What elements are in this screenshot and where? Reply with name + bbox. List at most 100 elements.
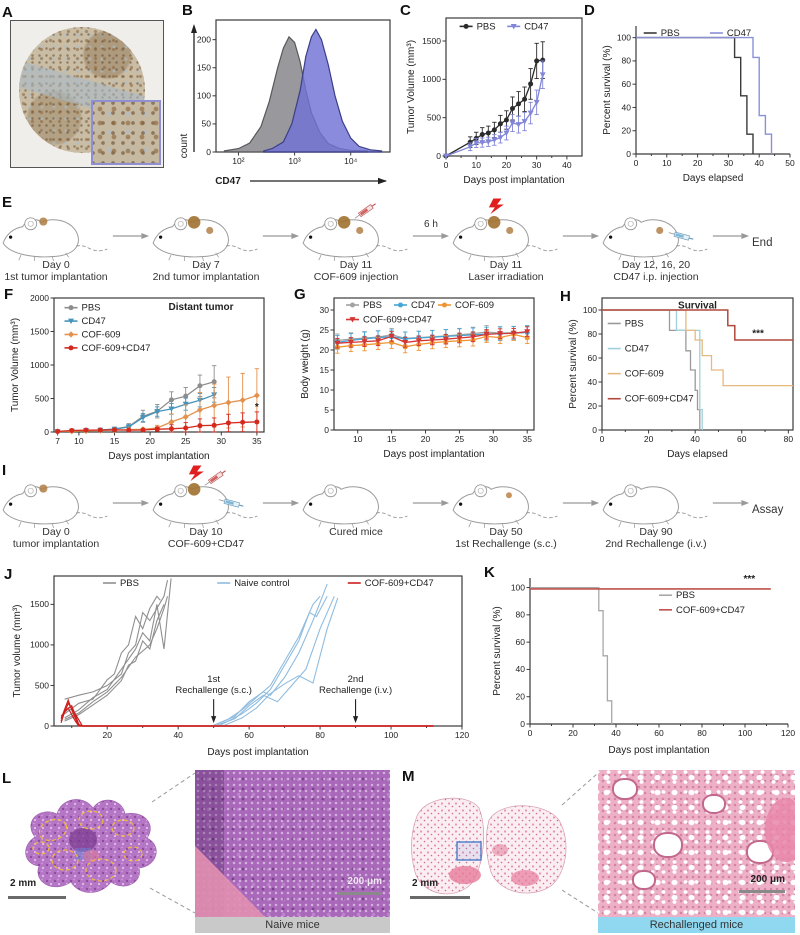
svg-text:Tumor Volume (mm³): Tumor Volume (mm³) xyxy=(406,40,417,134)
svg-text:40: 40 xyxy=(754,158,764,168)
timeline-stage: Day 10 COF-609+CD47 xyxy=(150,464,262,550)
naive-mice-caption: Naive mice xyxy=(195,917,390,933)
svg-text:PBS: PBS xyxy=(661,28,680,39)
mouse-icon xyxy=(302,203,408,261)
airway xyxy=(702,794,726,814)
svg-text:120: 120 xyxy=(455,730,469,740)
stage-desc: COF-609+CD47 xyxy=(167,538,245,550)
svg-text:25: 25 xyxy=(320,325,330,335)
chart-svg-F: 7 10 15 20 25 30 35 0 500 1000 1500 2000 Days post i… xyxy=(10,293,265,462)
svg-text:0: 0 xyxy=(592,425,597,435)
mouse-icon xyxy=(152,215,258,261)
timeline-stage: Day 50 1st Rechallenge (s.c.) xyxy=(450,464,562,550)
panel-label-l: L xyxy=(2,770,12,787)
svg-text:Survival: Survival xyxy=(678,301,717,312)
svg-text:100: 100 xyxy=(511,582,525,592)
tumor xyxy=(39,217,48,226)
svg-text:60: 60 xyxy=(588,353,598,363)
svg-text:60: 60 xyxy=(622,79,632,89)
timeline-arrow xyxy=(562,486,600,508)
tumor xyxy=(656,226,664,235)
laser-icon xyxy=(188,465,204,482)
syringe-icon xyxy=(354,203,376,219)
stage-day: Day 12, 16, 20 xyxy=(621,259,691,271)
scale-bar xyxy=(8,896,66,899)
distant-tumor-chart: 7 10 15 20 25 30 35 0 500 1000 1500 2000 Days post i… xyxy=(8,290,270,467)
svg-text:80: 80 xyxy=(315,730,325,740)
svg-text:80: 80 xyxy=(784,434,794,444)
svg-text:***: *** xyxy=(752,328,764,339)
panel-label-a: A xyxy=(2,4,13,21)
svg-text:60: 60 xyxy=(516,637,526,647)
stage-day: Day 50 xyxy=(489,526,523,538)
svg-text:7: 7 xyxy=(55,436,60,446)
timeline-arrow xyxy=(262,486,300,508)
tumor xyxy=(187,215,201,229)
rechallenged-mice-caption: Rechallenged mice xyxy=(598,917,795,933)
syringe-icon xyxy=(668,231,694,241)
tumor xyxy=(356,226,364,235)
tumor xyxy=(187,482,201,496)
mouse-icon xyxy=(602,217,708,261)
svg-text:Days post implantation: Days post implantation xyxy=(108,451,209,462)
tumor xyxy=(487,215,501,229)
mouse-icon xyxy=(602,484,708,528)
svg-text:COF-609+CD47: COF-609+CD47 xyxy=(625,394,694,405)
svg-text:500: 500 xyxy=(427,112,441,122)
tumor-outline-dashes xyxy=(32,810,143,882)
svg-text:COF-609+CD47: COF-609+CD47 xyxy=(363,315,432,326)
svg-text:10: 10 xyxy=(471,160,481,170)
scale-bar xyxy=(338,892,382,895)
chart-svg-J: 20 40 60 80 100 120 0 500 1000 1500 Days post impl… xyxy=(12,575,469,758)
chart-svg-K: 0 20 40 60 80 100 120 0 20 40 60 80 100 Days post imp… xyxy=(492,574,795,756)
svg-text:150: 150 xyxy=(197,63,211,73)
arrow-icon xyxy=(412,499,450,507)
svg-text:80: 80 xyxy=(588,329,598,339)
svg-text:10⁴: 10⁴ xyxy=(344,156,357,166)
stage-day: Day 11 xyxy=(339,259,373,271)
svg-text:Percent survival (%): Percent survival (%) xyxy=(602,45,613,134)
lung-tumor-section xyxy=(25,772,196,914)
panel-label-g: G xyxy=(294,286,306,303)
stage-desc: tumor implantation xyxy=(12,538,100,550)
stage-desc: 1st tumor implantation xyxy=(4,271,108,283)
scale-bar xyxy=(739,890,785,893)
rechallenge-timeline: Day 0 tumor implantation Day 10 COF-609+CD… xyxy=(0,464,800,550)
svg-text:40: 40 xyxy=(562,160,572,170)
chart-svg-D: 0 10 20 30 40 50 0 20 40 60 80 100 Days elapsed Perce… xyxy=(602,26,795,184)
svg-text:0: 0 xyxy=(44,427,49,437)
svg-text:60: 60 xyxy=(737,434,747,444)
svg-text:1000: 1000 xyxy=(30,360,49,370)
flow-histogram-cd47: 10² 10³ 10⁴ 0 50 100 150 200 count CD47 xyxy=(176,12,402,193)
svg-text:30: 30 xyxy=(532,160,542,170)
airway xyxy=(632,870,656,890)
tumor xyxy=(506,226,514,235)
timeline-arrow xyxy=(712,486,750,508)
chart-svg-H: 0 20 40 60 80 0 20 40 60 80 100 Days elapsed Percent… xyxy=(568,297,794,460)
svg-text:PBS: PBS xyxy=(625,318,644,329)
panel-label-h: H xyxy=(560,288,571,305)
svg-text:0: 0 xyxy=(206,147,211,157)
scale-label: 2 mm xyxy=(10,878,37,889)
svg-text:40: 40 xyxy=(173,730,183,740)
naive-histology-panel: 2 mm 200 μm Naive mice xyxy=(0,770,398,935)
chart-svg-C: 0 10 20 30 40 0 500 1000 1500 Days post implantat… xyxy=(406,17,583,186)
svg-text:COF-609: COF-609 xyxy=(455,300,494,311)
svg-text:25: 25 xyxy=(455,434,465,444)
svg-text:PBS: PBS xyxy=(477,21,496,32)
lung-section xyxy=(411,772,599,914)
tumor xyxy=(337,215,351,229)
airway xyxy=(653,832,683,858)
svg-text:15: 15 xyxy=(110,436,120,446)
svg-text:0: 0 xyxy=(44,721,49,731)
panel-label-d: D xyxy=(584,2,595,19)
mouse-icon xyxy=(2,217,108,261)
arrow-icon xyxy=(562,232,600,240)
svg-text:10²: 10² xyxy=(232,156,244,166)
svg-text:80: 80 xyxy=(516,610,526,620)
tumor xyxy=(39,484,48,493)
scale-label: 2 mm xyxy=(412,878,439,889)
timeline-end-label: Assay xyxy=(752,504,784,516)
svg-text:PBS: PBS xyxy=(82,303,101,314)
naive-histology-inset: 200 μm xyxy=(195,770,390,917)
